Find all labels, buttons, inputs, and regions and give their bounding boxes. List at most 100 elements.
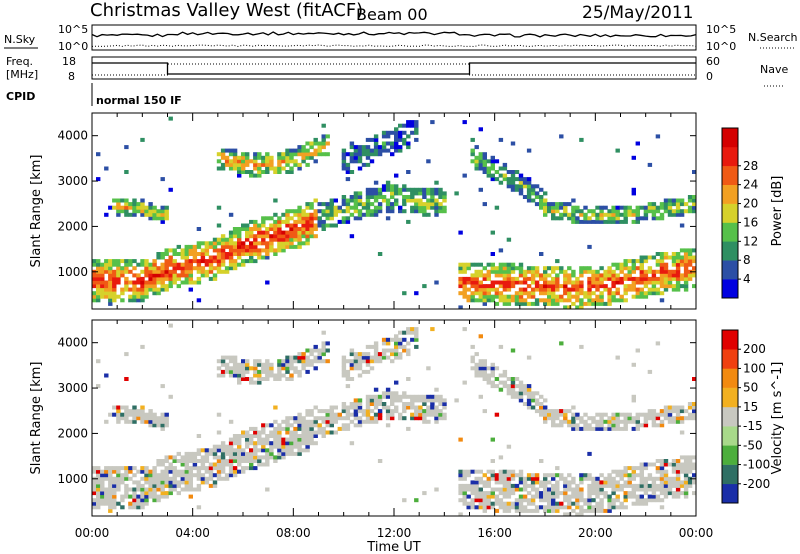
- velocity-cell: [607, 483, 612, 488]
- power-cell: [619, 262, 624, 267]
- power-cell: [591, 298, 596, 303]
- power-cell: [559, 205, 564, 210]
- power-cell: [216, 152, 222, 157]
- velocity-cell: [257, 430, 262, 435]
- velocity-cell: [599, 473, 604, 478]
- velocity-cell: [321, 352, 326, 357]
- power-cell: [172, 252, 177, 256]
- power-cell: [567, 266, 572, 271]
- power-cell: [273, 234, 278, 239]
- velocity-cell: [216, 455, 222, 460]
- velocity-cell: [559, 412, 564, 417]
- power-cell: [164, 287, 169, 292]
- power-cell: [643, 276, 649, 281]
- velocity-cell: [144, 501, 149, 506]
- power-cell: [583, 205, 588, 210]
- power-cell: [559, 269, 564, 274]
- power-cell: [651, 212, 657, 217]
- velocity-cell: [663, 409, 669, 414]
- power-cell: [293, 148, 298, 153]
- velocity-cell: [309, 430, 314, 435]
- velocity-cell: [470, 355, 475, 360]
- velocity-cell: [563, 491, 568, 496]
- power-cell: [301, 145, 306, 150]
- power-cell: [687, 195, 693, 199]
- power-cell: [591, 280, 596, 285]
- velocity-cell: [619, 483, 624, 488]
- velocity-cell: [285, 369, 290, 374]
- power-cell: [398, 145, 403, 150]
- velocity-cell: [237, 459, 242, 463]
- velocity-cell: [623, 480, 628, 485]
- velocity-cell: [418, 405, 423, 410]
- power-cell: [112, 284, 117, 289]
- power-cell: [506, 284, 512, 289]
- power-cell: [220, 262, 226, 267]
- power-cell: [249, 173, 254, 178]
- power-cell: [353, 155, 359, 160]
- velocity-cell: [349, 362, 355, 367]
- velocity-cell: [494, 377, 500, 381]
- velocity-cell: [458, 437, 463, 442]
- power-cell: [518, 287, 524, 292]
- velocity-cell: [619, 505, 624, 510]
- velocity-cell: [414, 412, 419, 417]
- velocity-cell: [228, 437, 234, 442]
- velocity-cell: [551, 412, 556, 417]
- power-cell: [265, 155, 270, 160]
- power-cell: [369, 152, 375, 157]
- power-cell: [547, 291, 552, 296]
- power-cell: [667, 212, 673, 217]
- power-cell: [394, 187, 399, 192]
- velocity-cell: [116, 469, 121, 474]
- velocity-cell: [651, 483, 657, 488]
- power-cell: [478, 155, 483, 160]
- velocity-cell: [518, 501, 524, 506]
- power-cell: [522, 287, 528, 292]
- power-cell: [92, 291, 97, 296]
- power-cell: [132, 205, 137, 210]
- velocity-cell: [220, 359, 226, 364]
- velocity-cell: [224, 459, 230, 463]
- power-cell: [212, 273, 218, 278]
- velocity-cell: [462, 491, 467, 496]
- velocity-cell: [575, 426, 580, 431]
- power-cell: [220, 148, 226, 153]
- power-cell: [293, 162, 298, 167]
- velocity-cell: [353, 405, 359, 410]
- power-cell: [583, 219, 588, 224]
- power-cell: [373, 152, 379, 157]
- velocity-cell: [152, 480, 157, 485]
- power-cell: [232, 166, 238, 171]
- power-cell: [526, 301, 532, 306]
- power-cell: [591, 219, 596, 224]
- velocity-cell: [128, 501, 133, 506]
- velocity-cell: [184, 487, 189, 492]
- power-cell: [237, 252, 242, 256]
- power-cell: [277, 248, 282, 253]
- power-cell: [543, 202, 548, 207]
- velocity-cell: [377, 402, 383, 406]
- velocity-cell: [273, 455, 278, 460]
- power-cell: [494, 301, 500, 306]
- power-cell: [261, 248, 266, 253]
- power-cell: [478, 284, 483, 289]
- power-cell: [192, 280, 198, 285]
- power-cell: [567, 276, 572, 281]
- power-cell: [148, 216, 153, 221]
- power-cell: [112, 276, 117, 281]
- power-cell: [579, 273, 584, 278]
- power-cell: [611, 273, 616, 278]
- velocity-cell: [486, 380, 491, 385]
- velocity-cell: [305, 412, 310, 417]
- velocity-cell: [675, 416, 681, 421]
- velocity-cell: [506, 487, 512, 492]
- velocity-cell: [470, 491, 475, 496]
- power-cell: [615, 273, 620, 278]
- power-cell: [506, 269, 512, 274]
- power-cell: [204, 241, 210, 246]
- velocity-cell: [394, 394, 399, 399]
- power-cell: [156, 255, 161, 260]
- power-cell: [659, 280, 665, 285]
- velocity-cell: [140, 469, 145, 474]
